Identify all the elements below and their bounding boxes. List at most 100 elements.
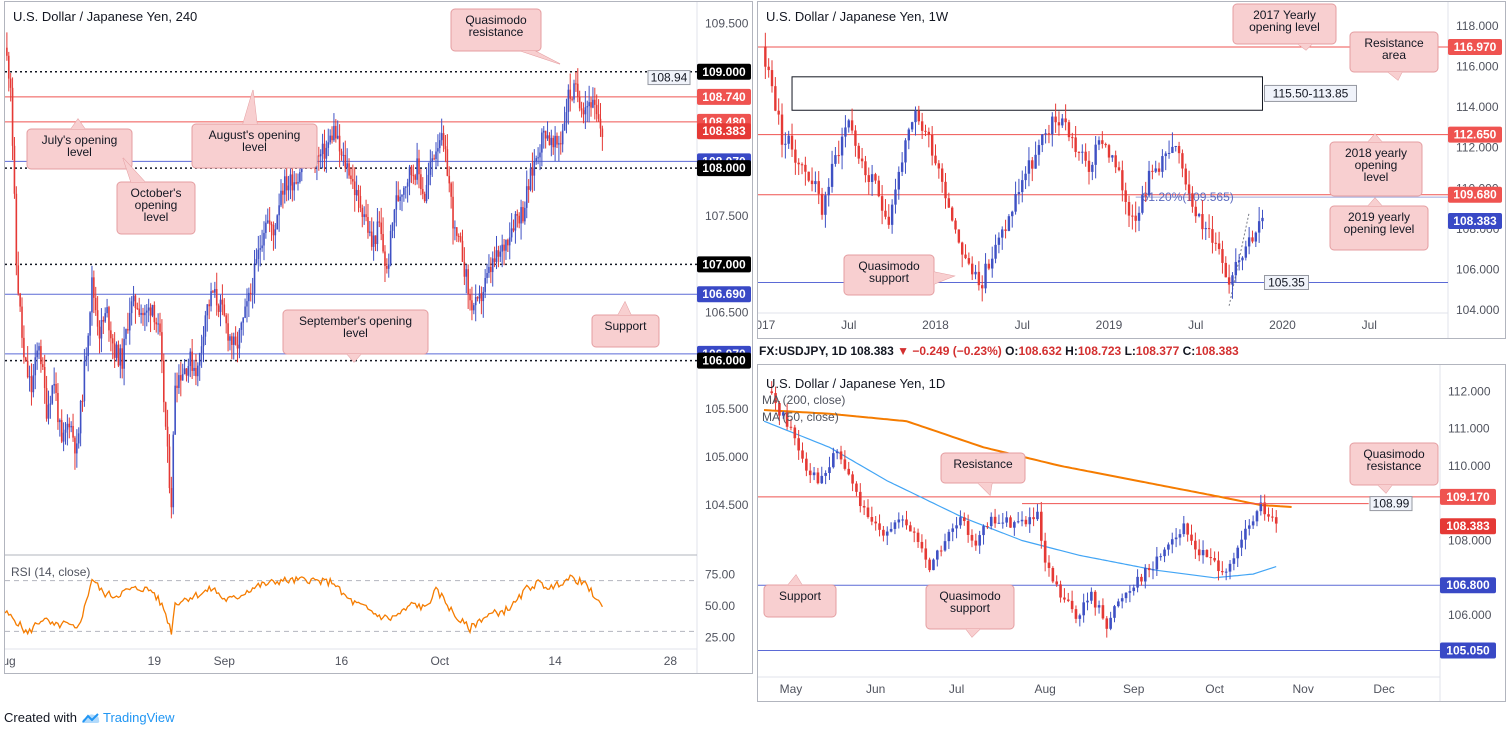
candle-body (1124, 190, 1127, 202)
candle-body (476, 297, 479, 299)
candle-body (1204, 228, 1207, 230)
callout-pointer-fill (1368, 198, 1382, 206)
y-tick-label: 108.000 (1448, 534, 1492, 548)
candle-body (1105, 618, 1109, 629)
candle-body (89, 312, 91, 336)
candle-body (920, 121, 924, 131)
candle-body (215, 289, 218, 306)
chart-panel-daily[interactable]: 112.000 111.000 110.000 108.000 106.000 May Ju… (757, 364, 1506, 702)
candle-body (238, 329, 241, 349)
candle-body (1087, 160, 1091, 172)
candle-body (529, 167, 532, 190)
candle-body (389, 230, 392, 265)
candle-body (414, 175, 417, 180)
candle-body (344, 154, 347, 168)
candle-body (789, 426, 793, 428)
candle-body (987, 263, 991, 269)
candle-body (885, 531, 889, 536)
candle-body (1057, 122, 1061, 126)
callout-pointer-fill (521, 51, 560, 64)
candle-body (1136, 576, 1139, 588)
candle-body (293, 182, 296, 191)
candle-body (17, 265, 20, 294)
candle-body (1004, 229, 1007, 231)
candle-body (974, 271, 977, 275)
candle-body (43, 366, 46, 389)
candle-body (282, 190, 284, 195)
candle-body (554, 135, 556, 148)
callout-pointer-fill (1378, 485, 1392, 493)
candle-body (174, 385, 176, 435)
callout-text: Quasimodo (858, 259, 920, 273)
candle-body (1078, 615, 1082, 619)
candle-body (897, 519, 901, 523)
callout-resistance: Resistance (940, 452, 1026, 497)
candle-body (393, 209, 396, 223)
chart-panel-h4[interactable]: 109.500109.000108.500108.000107.500107.0… (4, 1, 753, 674)
ticker-open: 108.632 (1018, 344, 1062, 358)
candle-body (1240, 539, 1243, 548)
candle-body (1067, 122, 1071, 138)
candle-body (102, 319, 105, 322)
candle-body (1034, 154, 1037, 169)
candle-body (365, 214, 367, 218)
candle-body (1214, 242, 1217, 244)
y-tick-label: 109.500 (705, 17, 749, 31)
candle-body (401, 194, 403, 197)
candle-body (357, 189, 360, 196)
daily-chart-canvas[interactable]: 112.000 111.000 110.000 108.000 106.000 May Ju… (758, 365, 1505, 701)
candle-body (471, 300, 473, 311)
candle-body (770, 70, 774, 87)
candle-body (100, 319, 103, 339)
candle-body (1197, 549, 1201, 556)
callout-text: 2017 Yearly (1253, 8, 1316, 22)
callout-text: level (144, 210, 169, 224)
candle-body (253, 263, 256, 294)
candle-body (584, 107, 587, 115)
candle-body (1132, 587, 1136, 592)
candle-body (21, 306, 23, 338)
candle-body (176, 385, 178, 389)
weekly-chart-canvas[interactable]: 118.000116.000114.000112.000110.000108.0… (758, 2, 1505, 338)
candle-body (586, 106, 589, 108)
candle-body (860, 158, 864, 162)
candle-body (1224, 571, 1228, 573)
candle-body (1224, 262, 1227, 278)
candle-body (1181, 153, 1184, 169)
candle-body (966, 521, 970, 535)
candle-body (1051, 568, 1055, 582)
candle-body (542, 130, 545, 133)
daily-chart-title: U.S. Dollar / Japanese Yen, 1D (766, 376, 946, 391)
candle-body (870, 174, 874, 182)
h4-chart-canvas[interactable]: 109.500109.000108.500108.000107.500107.0… (5, 2, 752, 673)
candle-body (563, 122, 566, 131)
candle-body (352, 179, 354, 182)
candle-body (278, 205, 280, 216)
x-tick-label: Oct (430, 654, 449, 668)
price-tag: 108.740 (702, 90, 746, 104)
candle-body (452, 196, 454, 229)
chart-panel-weekly[interactable]: 118.000116.000114.000112.000110.000108.0… (757, 1, 1506, 339)
candle-body (1001, 229, 1004, 238)
x-tick-label: 2020 (1269, 318, 1296, 332)
candle-body (115, 344, 118, 358)
callout-text: September's opening (299, 314, 412, 328)
candle-body (346, 163, 348, 168)
candle-body (847, 468, 851, 475)
candle-body (234, 336, 237, 345)
candle-body (1059, 584, 1062, 598)
candle-body (108, 307, 110, 331)
candle-body (544, 130, 547, 139)
candle-body (463, 261, 466, 277)
candle-body (151, 304, 154, 316)
candle-body (920, 541, 924, 549)
tradingview-brand[interactable]: TradingView (102, 710, 175, 725)
price-tag-bg (697, 352, 751, 369)
candle-body (578, 96, 581, 109)
ticker-low: 108.377 (1135, 344, 1180, 358)
resistance-box (791, 76, 1263, 111)
candle-body (962, 517, 966, 522)
x-tick-label: Jun (866, 682, 885, 696)
callout-text: opening level (1249, 20, 1320, 34)
candle-body (894, 189, 897, 205)
